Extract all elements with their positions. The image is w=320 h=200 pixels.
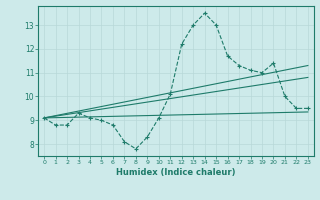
X-axis label: Humidex (Indice chaleur): Humidex (Indice chaleur) <box>116 168 236 177</box>
